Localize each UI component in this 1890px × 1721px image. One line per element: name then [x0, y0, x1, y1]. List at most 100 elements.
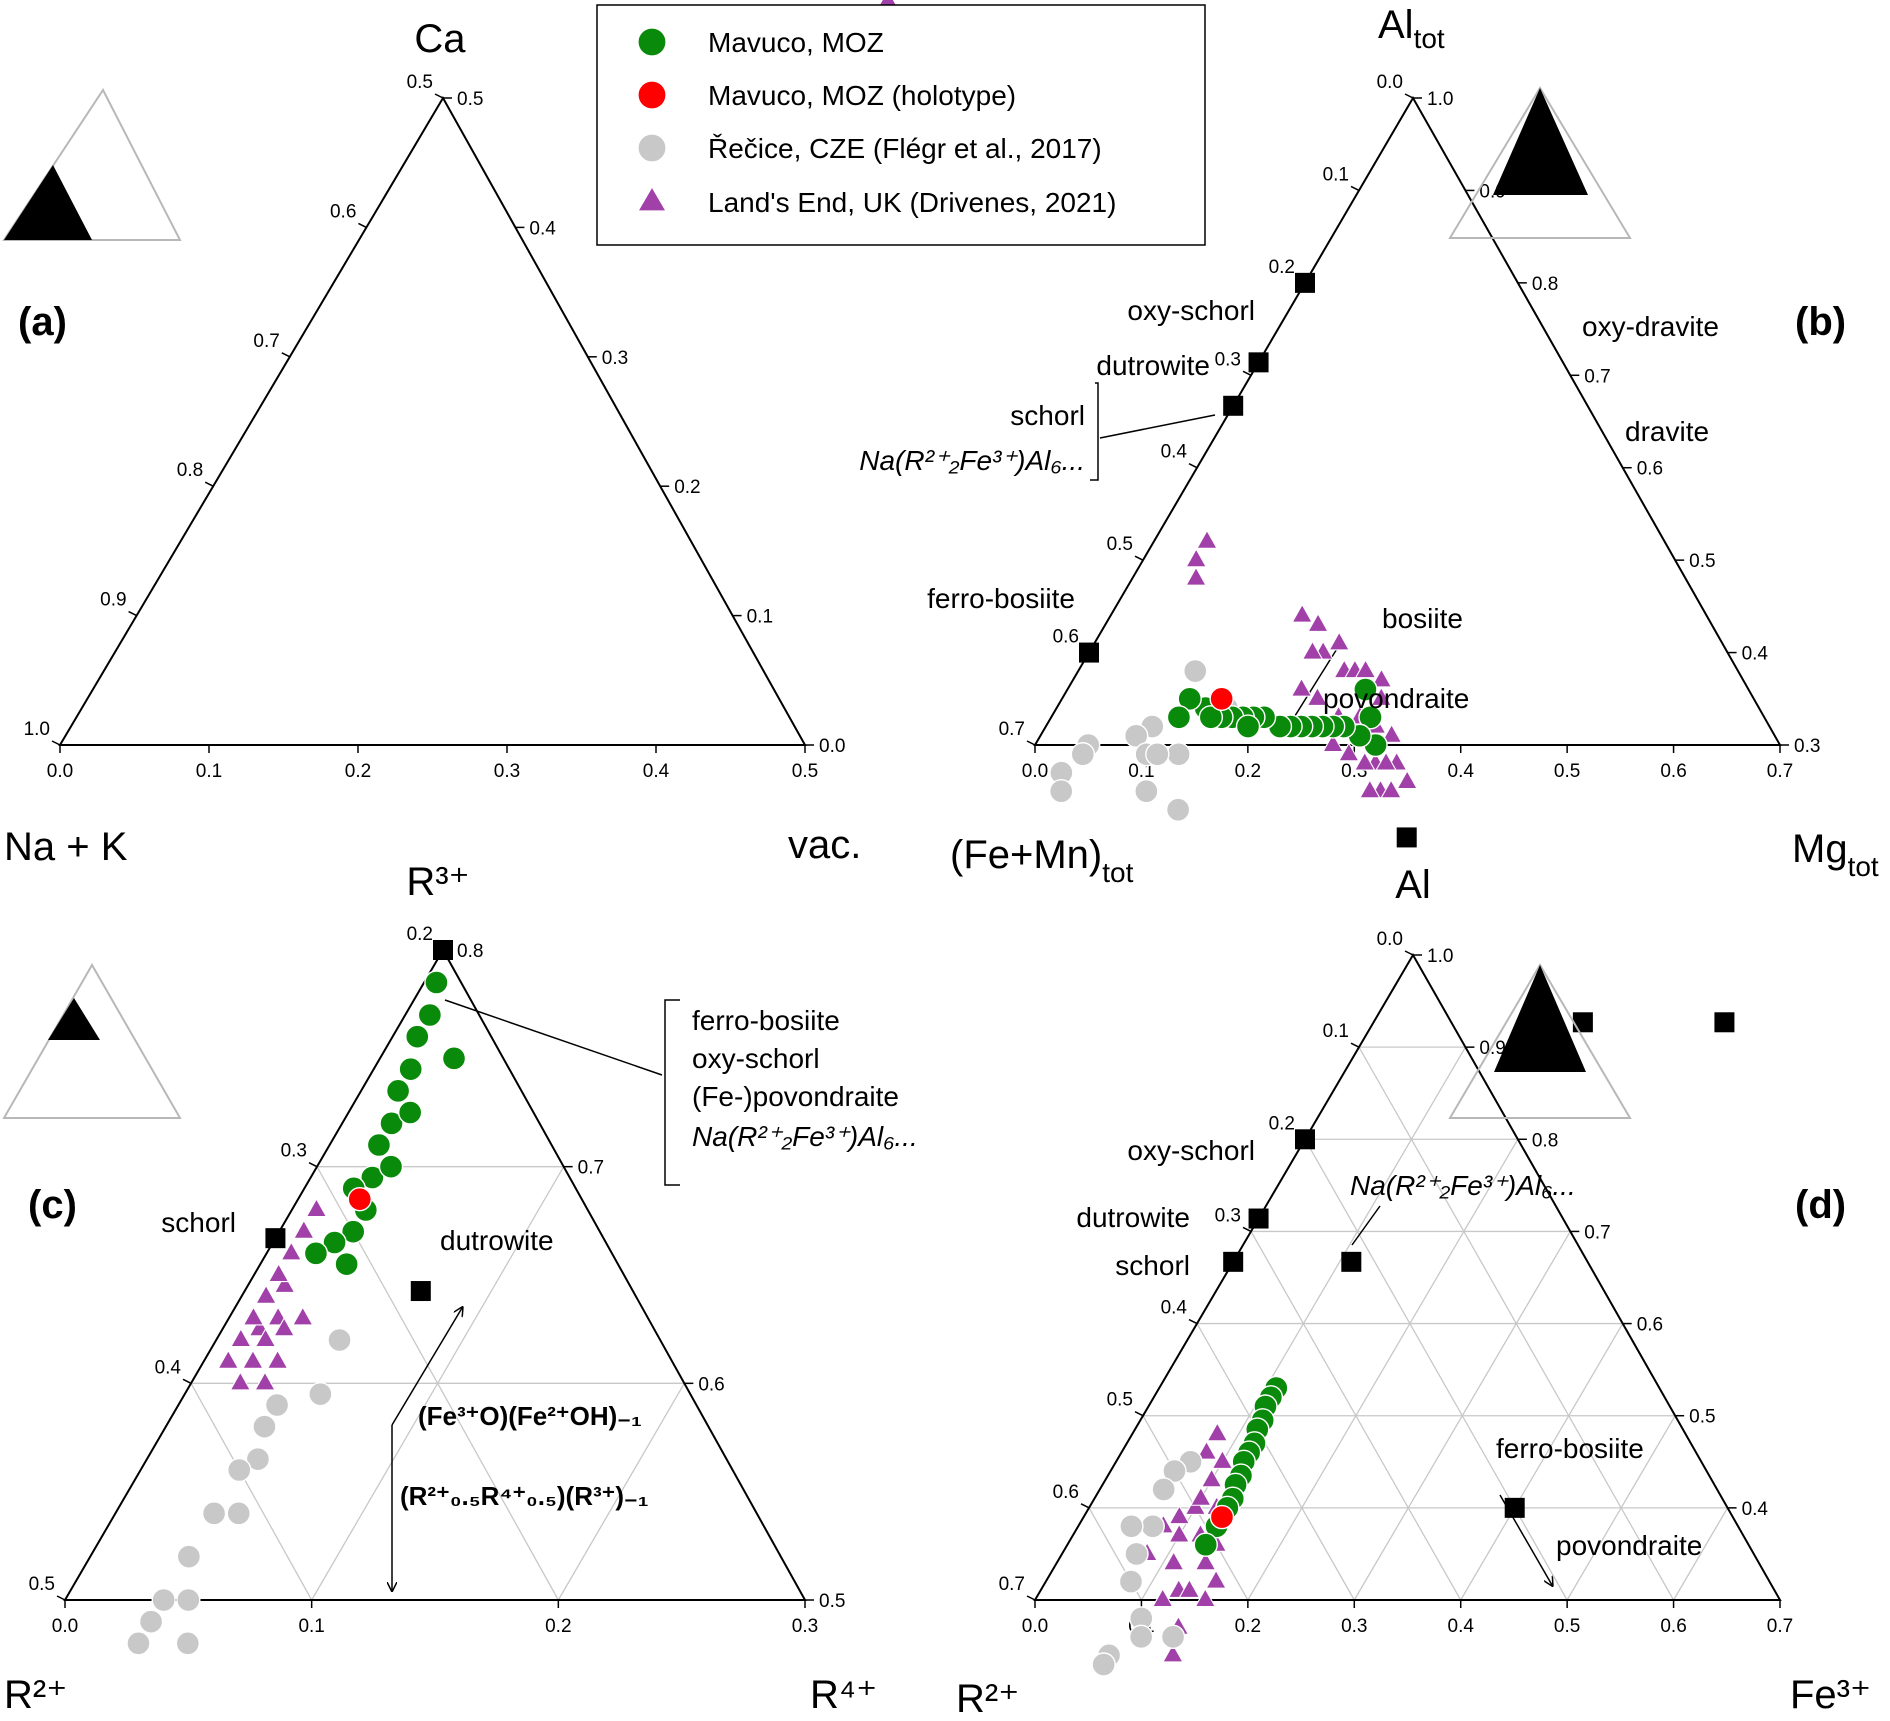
point-recice-d [1124, 1541, 1149, 1567]
tick-label-bottom-d: 0.6 [1660, 1616, 1686, 1637]
arrow-label-povondraite-b: povondraite [1323, 683, 1469, 714]
point-lands-end-d [1168, 1523, 1191, 1543]
corner-right-d: Fe³⁺ [1790, 1673, 1871, 1717]
em-label-schorl-c: schorl [161, 1207, 236, 1238]
legend: Mavuco, MOZ Mavuco, MOZ (holotype) Řečic… [596, 4, 1206, 246]
point-holotype-b [1209, 686, 1234, 711]
gridline-c [190, 1383, 313, 1601]
point-lands-end-c [273, 1273, 296, 1293]
tick-label-right-d: 0.6 [1637, 1315, 1663, 1336]
tick-label-bottom-b: 0.6 [1660, 761, 1686, 782]
point-lands-end-d [1205, 1569, 1227, 1589]
triangle-axis-b [1033, 95, 1782, 746]
point-lands-end-b [1322, 732, 1344, 753]
tick-left-b [1026, 740, 1036, 746]
tick-label-bottom-c: 0.0 [52, 1616, 78, 1637]
text-layer: 0.0 0.1 0.2 0.3 0.4 0.50.50.60.70.80.91.00.50… [24, 72, 1821, 1637]
tick-label-left-d: 0.3 [1215, 1205, 1241, 1226]
point-mavuco-d [1193, 1532, 1218, 1557]
inset-b-outline [1448, 86, 1632, 239]
em-label-ferro-bosiite-d: ferro-bosiite [1496, 1433, 1644, 1464]
end-member-marker-b [1295, 272, 1315, 293]
point-mavuco-c [303, 1241, 329, 1266]
point-mavuco-b [1235, 714, 1261, 739]
tick-label-left-b: 0.3 [1215, 349, 1241, 370]
tick-label-left-d: 0.1 [1323, 1021, 1349, 1042]
point-recice-c [126, 1631, 151, 1656]
tick-label-right-b: 0.4 [1742, 644, 1769, 665]
tick-label-left-b: 0.4 [1161, 442, 1188, 463]
legend-label-mavuco: Mavuco, MOZ [708, 27, 884, 58]
point-lands-end-c [266, 1349, 289, 1369]
points-layer [126, 0, 1419, 1677]
tick-label-right-d: 0.5 [1689, 1407, 1715, 1428]
point-recice-d [1091, 1652, 1116, 1677]
point-lands-end-b [1375, 751, 1397, 771]
arrow-label-c-1: (Fe³⁺O)(Fe²⁺OH)₋₁ [418, 1401, 642, 1431]
point-lands-end-c [242, 1306, 265, 1326]
gridline-d [1304, 1138, 1568, 1601]
end-member-marker-d [1248, 1208, 1269, 1229]
tick-label-left-d: 0.4 [1161, 1298, 1188, 1319]
annotations-b: oxy-schorl dutrowite schorl Na(R²⁺₂Fe³⁺)… [859, 295, 1719, 714]
point-recice-b [1145, 742, 1170, 767]
tick-label-bottom-a: 0.2 [345, 761, 371, 782]
point-recice-d [1119, 1514, 1144, 1539]
gridline-d [1673, 1507, 1729, 1601]
panel-label-b: (b) [1795, 300, 1846, 344]
point-lands-end-d [1200, 1468, 1223, 1488]
tick-left-a [128, 610, 137, 617]
axes-layer [51, 93, 1789, 1608]
tick-label-left-a: 0.9 [100, 590, 126, 611]
point-recice-c [245, 1446, 271, 1472]
point-holotype-c [347, 1186, 372, 1212]
triangle-axis-a [58, 95, 807, 746]
point-mavuco-c [385, 1078, 411, 1104]
tick-label-right-c: 0.5 [819, 1591, 845, 1612]
tick-label-bottom-d: 0.4 [1448, 1616, 1475, 1637]
em-label-na-formula-d: Na(R²⁺₂Fe³⁺)Al₆... [1350, 1170, 1576, 1201]
tick-label-right-a: 0.5 [457, 89, 483, 110]
em-label-bosiite-b: bosiite [1382, 603, 1463, 634]
panel-c-labels: R³⁺ R²⁺ R⁴⁺ (c) [4, 860, 877, 1717]
corner-top-c: R³⁺ [406, 860, 469, 904]
tick-label-bottom-a: 0.4 [643, 761, 670, 782]
tick-label-bottom-c: 0.2 [545, 1616, 571, 1637]
tick-label-right-a: 0.2 [674, 477, 700, 498]
panel-a-labels: Ca Na + K vac. (a) [4, 17, 861, 869]
point-recice-c [138, 1609, 164, 1634]
tick-label-left-a: 1.0 [24, 719, 50, 740]
point-mavuco-c [405, 1024, 430, 1049]
tick-left-a [204, 481, 214, 487]
end-member-marker-b [1396, 827, 1417, 848]
point-mavuco-c [322, 1230, 347, 1255]
point-mavuco-c [360, 1165, 385, 1190]
point-recice-b [1123, 723, 1149, 748]
point-recice-d [1162, 1458, 1187, 1484]
point-lands-end-c [229, 1371, 252, 1391]
tick-left-c [56, 1595, 66, 1601]
point-lands-end-c [217, 1349, 240, 1369]
point-mavuco-b [1166, 705, 1192, 730]
tick-label-bottom-b: 0.7 [1767, 761, 1793, 782]
em-label-oxy-schorl-d: oxy-schorl [1127, 1135, 1255, 1166]
annotation-layer [265, 272, 1735, 1590]
panel-label-c: (c) [28, 1183, 77, 1227]
tick-label-left-b: 0.1 [1323, 164, 1349, 185]
corner-right-b: Mgtot [1792, 827, 1879, 882]
corner-left-d: R²⁺ [956, 1677, 1019, 1721]
tick-left-b [1188, 463, 1198, 469]
tick-left-b [1350, 185, 1360, 192]
point-recice-d [1128, 1624, 1154, 1650]
point-recice-c [327, 1327, 352, 1353]
tick-label-left-c: 0.5 [29, 1574, 55, 1595]
arrow-povondraite-d [1499, 1494, 1552, 1585]
tick-left-d [1404, 950, 1414, 956]
end-member-marker-d [1341, 1251, 1362, 1272]
legend-label-holotype: Mavuco, MOZ (holotype) [708, 80, 1016, 111]
point-recice-c [264, 1392, 290, 1418]
tick-left-a [51, 740, 61, 746]
point-recice-b [1134, 779, 1159, 804]
point-lands-end-b [1396, 769, 1419, 790]
